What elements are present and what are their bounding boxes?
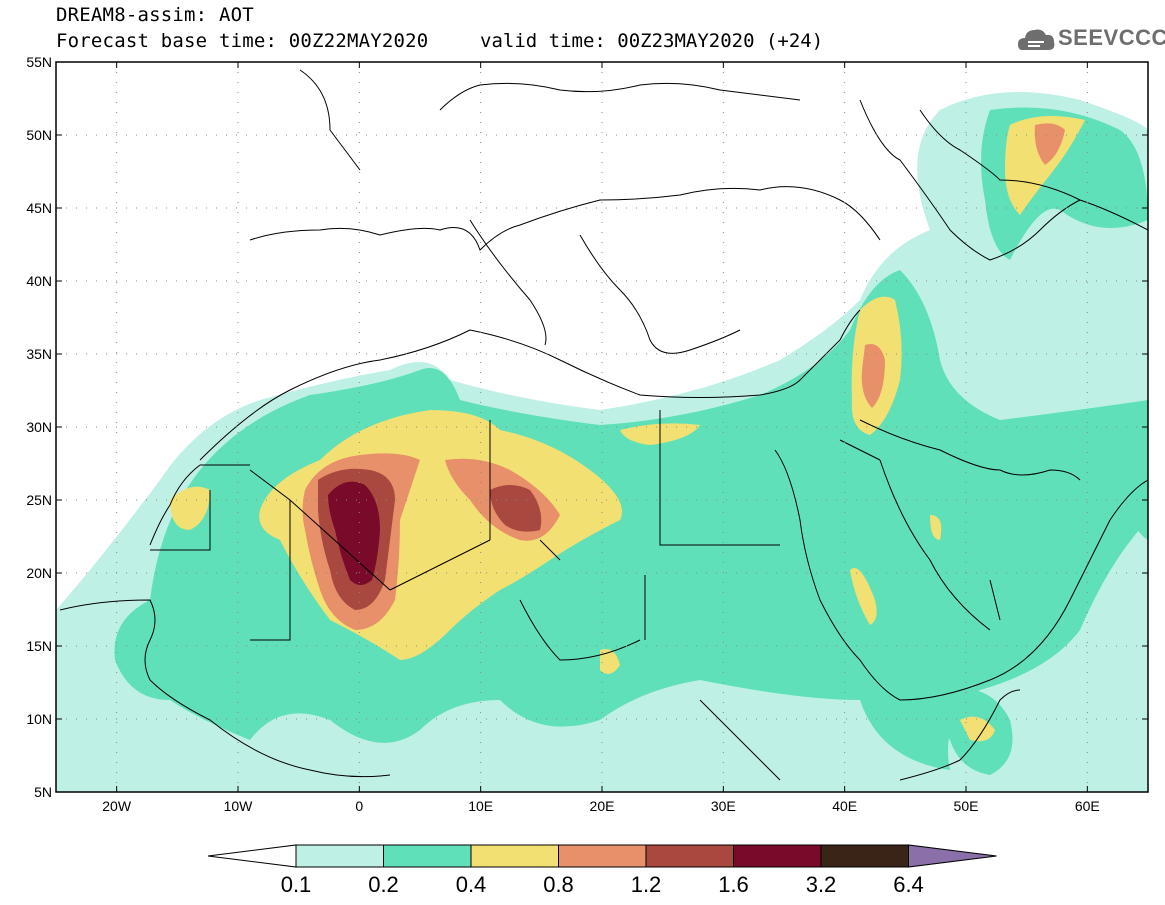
valid-time: valid time: 00Z23MAY2020 (+24): [480, 30, 824, 52]
lat-label: 25N: [26, 492, 52, 508]
longitude-labels: 20W 10W 0 10E 20E 30E 40E 50E 60E: [102, 798, 1100, 814]
lat-label: 10N: [26, 711, 52, 727]
lat-label: 30N: [26, 419, 52, 435]
colorbar-level-label: 0.2: [368, 872, 399, 897]
axis-ticks: [56, 61, 1148, 793]
lat-label: 20N: [26, 565, 52, 581]
colorbar-segment: [733, 844, 822, 868]
colorbar-level-label: 1.2: [631, 872, 662, 897]
lon-label: 10E: [468, 798, 493, 814]
colorbar-level-label: 0.1: [281, 872, 312, 897]
colorbar-segment: [558, 844, 647, 868]
lat-label: 40N: [26, 273, 52, 289]
colorbar-segment: [470, 844, 559, 868]
seevccc-cloud-logo-icon: [1018, 29, 1055, 50]
lat-label: 5N: [34, 784, 52, 800]
lon-label: 0: [355, 798, 363, 814]
colorbar-level-label: 0.4: [456, 872, 487, 897]
aot-band-1.6-3.2: [328, 481, 380, 585]
lat-label: 15N: [26, 638, 52, 654]
colorbar-segment: [383, 844, 472, 868]
aot-band-0.2-0.4: [114, 107, 1148, 775]
lat-label: 50N: [26, 127, 52, 143]
colorbar-level-label: 3.2: [806, 872, 837, 897]
chart-title: DREAM8-assim: AOT: [56, 4, 254, 26]
colorbar-under-arrow: [207, 844, 297, 868]
latitude-labels: 55N 50N 45N 40N 35N 30N 25N 20N 15N 10N 5N: [26, 54, 52, 800]
lat-label: 45N: [26, 200, 52, 216]
lon-label: 20W: [102, 798, 132, 814]
colorbar-over-arrow: [908, 844, 997, 868]
colorbar-labels: 0.1 0.2 0.4 0.8 1.2 1.6 3.2 6.4: [281, 872, 924, 897]
lon-label: 60E: [1075, 798, 1100, 814]
lon-label: 50E: [954, 798, 979, 814]
forecast-base-time: Forecast base time: 00Z22MAY2020: [56, 30, 429, 52]
colorbar-level-label: 1.6: [718, 872, 749, 897]
lon-label: 40E: [832, 798, 857, 814]
colorbar-segment: [820, 844, 909, 868]
colorbar: [207, 844, 997, 868]
colorbar-segment: [645, 844, 734, 868]
coastlines: [59, 69, 1148, 781]
lon-label: 10W: [224, 798, 254, 814]
lat-label: 35N: [26, 346, 52, 362]
colorbar-level-label: 6.4: [893, 872, 924, 897]
lon-label: 20E: [590, 798, 615, 814]
graticule: [56, 62, 1148, 792]
colorbar-segment: [295, 844, 384, 868]
logo-text: SEEVCCC: [1058, 25, 1165, 50]
colorbar-level-label: 0.8: [543, 872, 574, 897]
lat-label: 55N: [26, 54, 52, 70]
lon-label: 30E: [711, 798, 736, 814]
